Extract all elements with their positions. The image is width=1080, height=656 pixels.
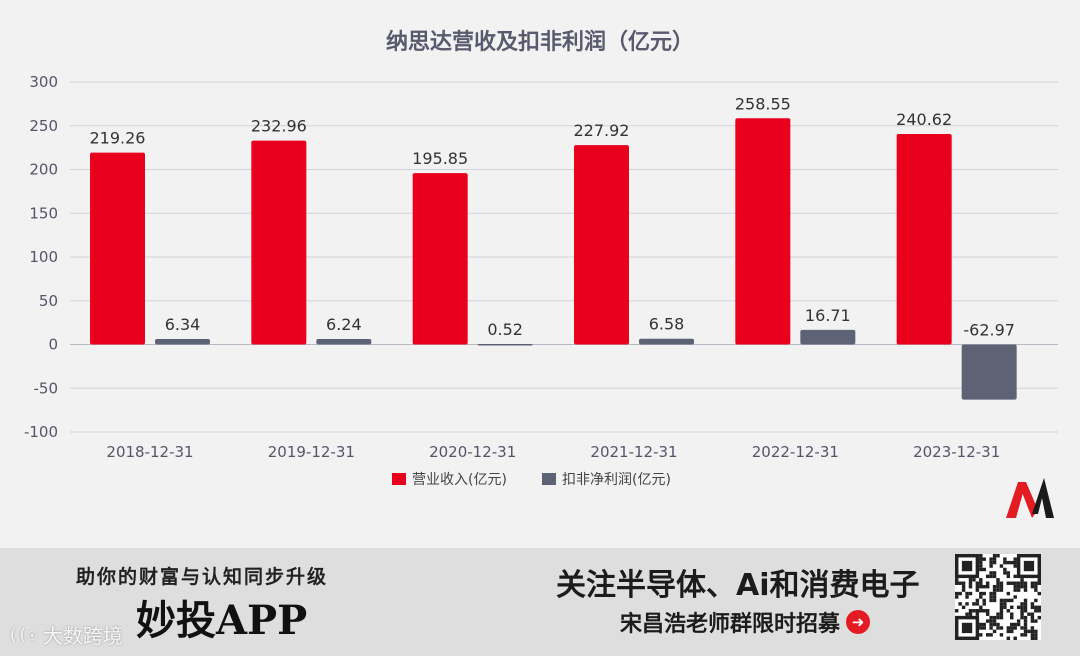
qr-code-icon[interactable] [955, 554, 1041, 640]
y-tick-label: 200 [29, 161, 58, 179]
arrow-right-circle-icon: ➜ [846, 610, 871, 634]
banner-subline-link[interactable]: 宋昌浩老师群限时招募 ➜ [620, 606, 871, 638]
y-tick-label: 50 [39, 292, 58, 310]
data-label: 219.26 [90, 129, 146, 148]
bar-net-profit [155, 338, 210, 345]
x-tick-label: 2021-12-31 [590, 443, 677, 461]
legend-swatch [542, 473, 556, 485]
bar-net-profit [316, 339, 372, 345]
y-tick-label: 100 [29, 248, 58, 266]
banner-subline-text: 宋昌浩老师群限时招募 [620, 612, 841, 637]
legend-label: 扣非净利润(亿元) [562, 472, 671, 488]
y-tick-label: 150 [29, 204, 58, 222]
data-label: 227.92 [574, 121, 630, 140]
bar-revenue [574, 145, 629, 345]
bar-revenue [412, 173, 468, 345]
bar-chart: 300 250 200 150 100 50 0 -50 -100 219.26 6.34 2018-… [24, 73, 1058, 488]
bar-net-profit [639, 338, 694, 345]
y-tick-label: -100 [24, 423, 58, 441]
x-tick-label: 2018-12-31 [106, 443, 193, 461]
legend-swatch [392, 473, 406, 485]
x-tick-label: 2020-12-31 [429, 443, 516, 461]
bar-net-profit [961, 344, 1017, 400]
data-label: 240.62 [896, 110, 952, 129]
x-tick-label: 2019-12-31 [268, 443, 355, 461]
y-tick-label: 300 [29, 73, 58, 91]
data-label: 232.96 [251, 117, 307, 136]
data-label: 258.55 [735, 94, 791, 113]
m-brand-logo-icon [1006, 478, 1054, 518]
x-tick-label: 2022-12-31 [752, 443, 839, 461]
bar-revenue [90, 152, 145, 345]
bar-net-profit [800, 329, 856, 345]
banner-slogan: 助你的财富与认知同步升级 [76, 566, 329, 588]
banner-app-name: 妙投APP [136, 597, 308, 644]
watermark-mark: ((☉ [8, 625, 37, 644]
chart-title: 纳思达营收及扣非利润（亿元） [385, 30, 694, 55]
data-label: 0.52 [487, 320, 523, 339]
bar-net-profit [477, 344, 533, 346]
bar-revenue [896, 133, 952, 345]
data-label: 195.85 [412, 149, 468, 168]
banner-headline: 关注半导体、Ai和消费电子 [556, 568, 920, 603]
y-tick-label: 0 [48, 336, 58, 354]
data-label: 16.71 [805, 306, 851, 325]
data-label: -62.97 [963, 321, 1015, 340]
data-label: 6.58 [649, 315, 685, 334]
legend-label: 营业收入(亿元) [412, 472, 507, 488]
data-label: 6.24 [326, 315, 362, 334]
y-tick-label: 250 [29, 117, 58, 135]
bar-revenue [735, 118, 791, 345]
promo-banner: 助你的财富与认知同步升级 妙投APP 关注半导体、Ai和消费电子 宋昌浩老师群限… [0, 548, 1080, 656]
watermark: ((☉ 大数跨境 [8, 620, 123, 649]
x-tick-label: 2023-12-31 [913, 443, 1000, 461]
chart-panel: 300 250 200 150 100 50 0 -50 -100 219.26 6.34 2018-… [23, 30, 1058, 518]
y-tick-label: -50 [34, 379, 59, 397]
watermark-text: 大数跨境 [42, 624, 123, 648]
data-label: 6.34 [165, 315, 201, 334]
bar-revenue [251, 140, 307, 345]
